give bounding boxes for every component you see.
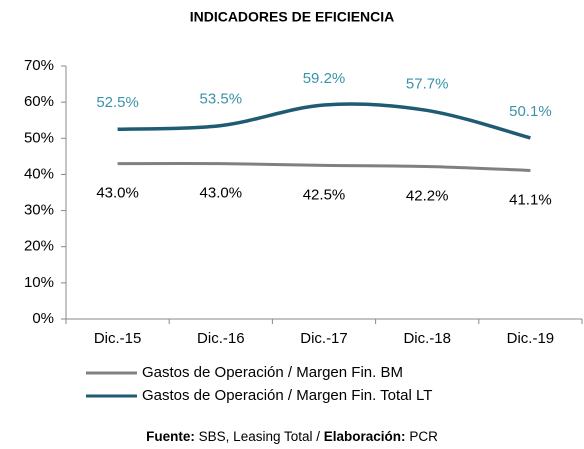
x-tick-label: Dic.-17 bbox=[300, 330, 348, 347]
author-text: PCR bbox=[409, 429, 438, 444]
y-tick-label: 0% bbox=[32, 310, 54, 327]
data-label: 53.5% bbox=[200, 91, 243, 108]
y-tick-label: 70% bbox=[24, 57, 54, 74]
data-label: 52.5% bbox=[96, 94, 139, 111]
legend-label: Gastos de Operación / Margen Fin. Total … bbox=[142, 387, 432, 404]
source-text: SBS, Leasing Total / bbox=[199, 429, 321, 444]
line-series bbox=[117, 102, 531, 140]
x-tick-label: Dic.-19 bbox=[507, 330, 555, 347]
data-label: 43.0% bbox=[200, 185, 243, 202]
source-label: Fuente: bbox=[146, 429, 195, 444]
data-label: 59.2% bbox=[303, 70, 346, 87]
data-label: 42.5% bbox=[303, 186, 346, 203]
y-tick-label: 20% bbox=[24, 238, 54, 255]
author-label: Elaboración: bbox=[324, 429, 406, 444]
y-tick-label: 60% bbox=[24, 93, 54, 110]
legend-label: Gastos de Operación / Margen Fin. BM bbox=[142, 364, 403, 381]
y-tick-label: 40% bbox=[24, 165, 54, 182]
data-label: 42.2% bbox=[406, 187, 449, 204]
x-tick-label: Dic.-18 bbox=[403, 330, 451, 347]
source-note: Fuente: SBS, Leasing Total / Elaboración… bbox=[146, 429, 438, 444]
data-label: 50.1% bbox=[509, 103, 552, 120]
y-tick-label: 50% bbox=[24, 129, 54, 146]
x-tick-label: Dic.-15 bbox=[94, 330, 142, 347]
y-tick-label: 30% bbox=[24, 202, 54, 219]
data-label: 57.7% bbox=[406, 75, 449, 92]
data-label: 43.0% bbox=[96, 185, 139, 202]
line-series bbox=[117, 161, 531, 172]
data-label: 41.1% bbox=[509, 191, 552, 208]
x-tick-label: Dic.-16 bbox=[197, 330, 245, 347]
y-tick-label: 10% bbox=[24, 274, 54, 291]
chart-title: INDICADORES DE EFICIENCIA bbox=[190, 9, 395, 25]
